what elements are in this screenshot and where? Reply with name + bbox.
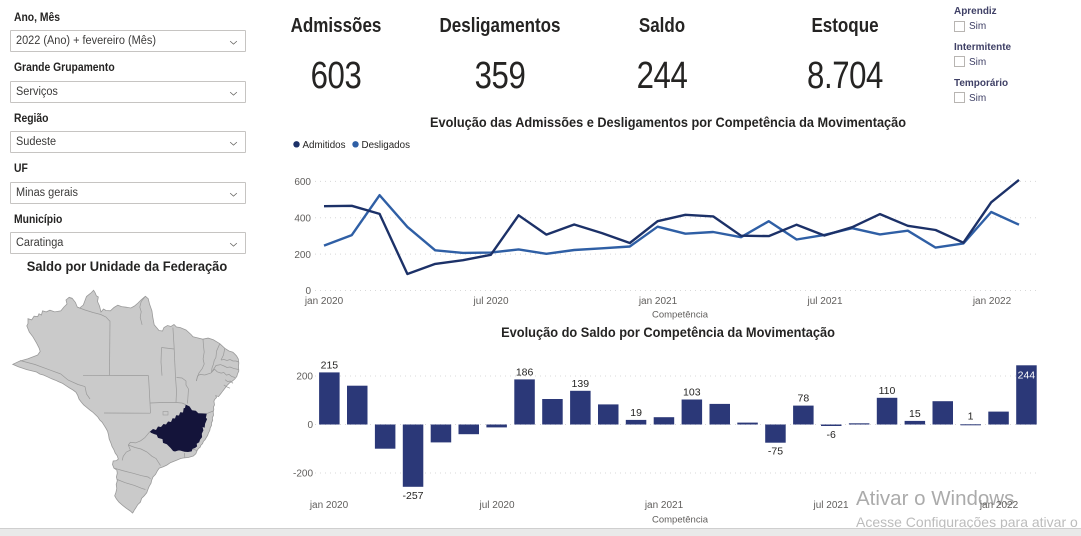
svg-text:200: 200 — [296, 372, 313, 383]
svg-text:78: 78 — [798, 393, 810, 405]
svg-text:139: 139 — [572, 378, 590, 390]
svg-text:Desligados: Desligados — [362, 140, 411, 151]
svg-text:600: 600 — [294, 177, 311, 188]
svg-text:jan 2022: jan 2022 — [972, 296, 1012, 307]
svg-text:110: 110 — [879, 385, 896, 397]
svg-text:0: 0 — [307, 420, 313, 431]
svg-text:jan 2020: jan 2020 — [304, 296, 344, 307]
svg-text:15: 15 — [909, 408, 921, 420]
svg-text:103: 103 — [683, 387, 701, 399]
svg-text:jan 2021: jan 2021 — [638, 296, 678, 307]
svg-text:19: 19 — [630, 407, 642, 419]
svg-text:186: 186 — [516, 366, 534, 378]
svg-text:jan 2022: jan 2022 — [979, 500, 1019, 511]
svg-text:Competência: Competência — [652, 310, 709, 321]
svg-text:-6: -6 — [827, 429, 836, 441]
svg-text:jul 2020: jul 2020 — [478, 500, 514, 511]
svg-text:244: 244 — [1018, 369, 1036, 381]
svg-text:200: 200 — [294, 250, 311, 261]
svg-text:Admitidos: Admitidos — [303, 140, 346, 151]
svg-text:jul 2021: jul 2021 — [812, 500, 848, 511]
svg-text:215: 215 — [321, 359, 339, 371]
svg-text:jul 2021: jul 2021 — [806, 296, 842, 307]
svg-text:-75: -75 — [768, 446, 783, 458]
svg-text:jan 2020: jan 2020 — [309, 500, 349, 511]
svg-text:Competência: Competência — [652, 515, 709, 526]
svg-text:1: 1 — [968, 411, 974, 423]
svg-text:jul 2020: jul 2020 — [472, 296, 508, 307]
svg-text:-200: -200 — [293, 469, 313, 480]
svg-text:-257: -257 — [402, 490, 423, 502]
svg-text:400: 400 — [294, 214, 311, 225]
svg-text:0: 0 — [305, 286, 311, 297]
svg-text:jan 2021: jan 2021 — [644, 500, 684, 511]
